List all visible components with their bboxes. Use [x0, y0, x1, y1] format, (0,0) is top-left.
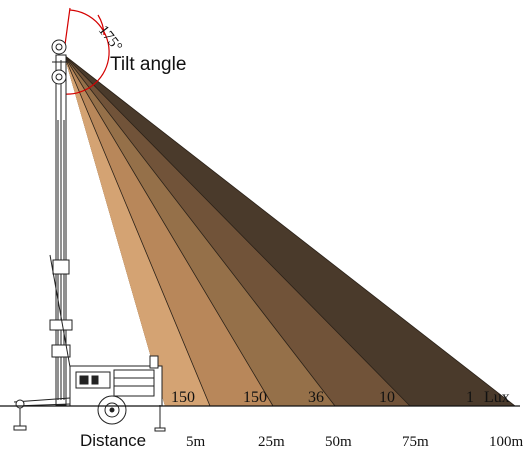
lux-labels: 150 150 36 10 1 Lux: [171, 389, 510, 406]
lux-unit: Lux: [484, 389, 510, 406]
distance-value: 75m: [402, 434, 429, 450]
distance-value: 100m: [489, 434, 524, 450]
trailer: [13, 355, 166, 432]
lux-value: 10: [379, 389, 395, 406]
distance-axis-label: Distance: [80, 431, 146, 450]
tilt-arc: [63, 9, 110, 95]
distance-value: 5m: [186, 434, 206, 450]
lux-value: 36: [308, 389, 324, 406]
lamp-heads: [51, 39, 68, 85]
lux-value: 150: [171, 389, 195, 406]
light-beams: [63, 54, 516, 407]
distance-labels: Distance 5m 25m 50m 75m 100m: [80, 431, 524, 450]
distance-value: 25m: [258, 434, 285, 450]
tilt-angle-label: Tilt angle: [110, 54, 186, 75]
mast: [49, 54, 76, 406]
tilt-angle-value: 175°: [95, 23, 125, 55]
distance-value: 50m: [325, 434, 352, 450]
lux-value: 1: [466, 389, 474, 406]
lux-value: 150: [243, 389, 267, 406]
